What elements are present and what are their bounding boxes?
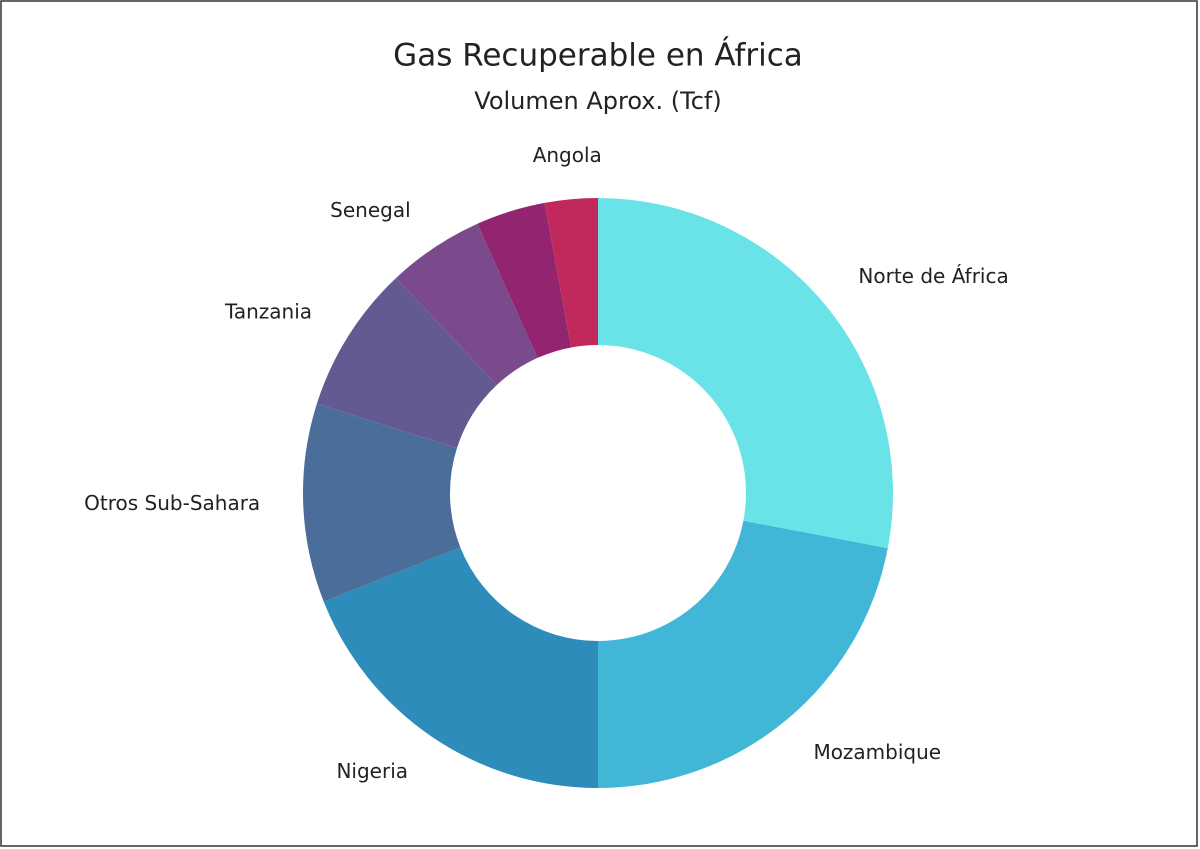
donut-slice	[316, 277, 497, 449]
chart-subtitle: Volumen Aprox. (Tcf)	[474, 87, 721, 115]
donut-slice	[598, 520, 888, 788]
donut-slice	[598, 198, 893, 549]
chart-title: Gas Recuperable en África	[393, 38, 803, 74]
slice-label: Mozambique	[813, 740, 941, 764]
slice-label: Senegal	[330, 198, 411, 222]
slice-label: Norte de África	[858, 264, 1008, 288]
donut-slice	[544, 198, 598, 348]
donut-slice	[303, 403, 461, 602]
slice-label: Tanzania	[224, 299, 312, 323]
donut-slice	[477, 202, 572, 358]
slice-label: Angola	[533, 143, 602, 167]
donut-slice	[396, 223, 538, 386]
slice-label: Otros Sub-Sahara	[84, 491, 260, 515]
slice-label: Nigeria	[336, 759, 408, 783]
donut-slice	[323, 547, 598, 788]
